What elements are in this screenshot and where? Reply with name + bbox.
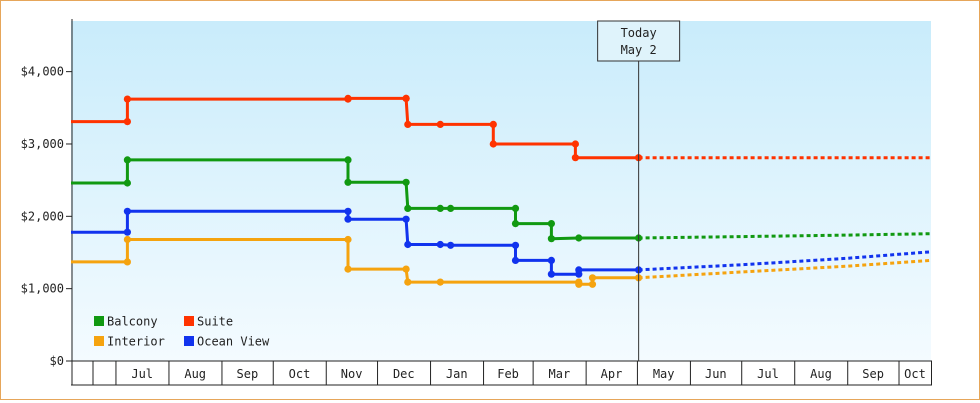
data-point-balcony <box>547 220 556 228</box>
series-forecast-ocean-view <box>638 250 932 272</box>
x-tick-label: Aug <box>184 367 206 381</box>
data-point-interior <box>123 258 131 266</box>
data-point-ocean-view <box>436 240 444 249</box>
data-point-suite <box>489 120 497 128</box>
data-point-interior <box>588 280 597 288</box>
data-point-interior <box>588 274 597 282</box>
data-point-ocean-view <box>404 240 412 249</box>
y-tick-label: $2,000 <box>21 209 64 223</box>
today-date: May 2 <box>621 43 657 57</box>
data-point-suite <box>402 94 410 102</box>
data-point-ocean-view <box>123 228 131 236</box>
data-point-balcony <box>123 156 131 164</box>
y-tick-label: $0 <box>50 354 64 368</box>
y-tick-label: $4,000 <box>21 65 64 79</box>
legend-swatch <box>94 316 104 326</box>
x-tick-label: Jul <box>757 367 779 381</box>
x-tick-label: May <box>653 367 675 381</box>
data-point-interior <box>575 280 583 288</box>
legend-swatch <box>94 336 104 346</box>
data-point-balcony <box>344 156 352 164</box>
data-point-suite <box>436 120 444 128</box>
data-point-balcony <box>511 220 520 228</box>
legend-swatch <box>184 316 194 326</box>
data-point-ocean-view <box>123 207 131 215</box>
x-tick-label: Sep <box>237 367 259 381</box>
x-tick-label: Sep <box>862 367 884 381</box>
data-point-ocean-view <box>511 241 520 249</box>
data-point-balcony <box>447 204 455 212</box>
data-point-interior <box>404 278 412 286</box>
x-tick-label: Jan <box>446 367 468 381</box>
data-point-ocean-view <box>447 241 455 249</box>
x-tick-label: Oct <box>904 367 926 381</box>
x-tick-label: Nov <box>341 367 363 381</box>
legend-label: Balcony <box>107 315 158 329</box>
data-point-suite <box>571 140 580 148</box>
data-point-ocean-view <box>344 207 352 215</box>
x-tick-label: Feb <box>497 367 519 381</box>
legend-swatch <box>184 336 194 346</box>
data-point-balcony <box>547 235 556 243</box>
data-point-ocean-view <box>547 270 556 278</box>
x-tick-label: Jul <box>131 367 153 381</box>
data-point-balcony <box>436 204 444 212</box>
data-point-interior <box>344 265 352 273</box>
axes: $0 $1,000 $2,000 $3,000 $4,000 Jul Aug Sep Oct No… <box>21 19 932 386</box>
today-label: Today <box>621 26 657 40</box>
data-point-suite <box>123 95 131 103</box>
data-point-balcony <box>123 179 131 187</box>
plot-background <box>71 21 931 361</box>
legend: Balcony Suite Interior Ocean View <box>94 315 270 349</box>
today-marker: Today May 2 <box>597 20 681 361</box>
marks-layer <box>123 94 643 288</box>
data-point-ocean-view <box>547 256 556 264</box>
data-point-ocean-view <box>511 256 520 264</box>
x-tick-label: Oct <box>289 367 311 381</box>
data-point-ocean-view <box>402 215 410 223</box>
data-point-balcony <box>511 204 520 212</box>
series-line-ocean-view <box>71 209 639 276</box>
data-point-ocean-view <box>575 266 583 274</box>
data-point-interior <box>344 235 352 244</box>
x-tick-label: Dec <box>393 367 415 381</box>
x-tick-label: Jun <box>705 367 727 381</box>
y-tick-label: $1,000 <box>21 282 64 296</box>
x-tick-label: Aug <box>810 367 832 381</box>
legend-label: Ocean View <box>197 335 270 349</box>
data-point-suite <box>489 140 497 148</box>
data-point-suite <box>404 120 412 128</box>
today-box <box>597 20 681 62</box>
legend-label: Suite <box>197 315 233 329</box>
data-point-balcony <box>344 178 352 186</box>
legend-label: Interior <box>107 335 165 349</box>
data-point-interior <box>402 265 410 273</box>
data-point-balcony <box>575 234 583 242</box>
data-point-suite <box>571 154 580 162</box>
data-point-balcony <box>402 178 410 186</box>
data-point-ocean-view <box>344 215 352 223</box>
series-forecast-balcony <box>638 232 932 240</box>
x-tick-label: Mar <box>549 367 571 381</box>
data-point-suite <box>123 118 131 126</box>
data-point-interior <box>436 278 444 286</box>
data-point-suite <box>344 94 352 102</box>
series-forecast-interior <box>638 258 932 280</box>
y-tick-label: $3,000 <box>21 137 64 151</box>
x-tick-label: Apr <box>601 367 623 381</box>
data-point-balcony <box>404 204 412 212</box>
data-point-interior <box>123 235 131 244</box>
